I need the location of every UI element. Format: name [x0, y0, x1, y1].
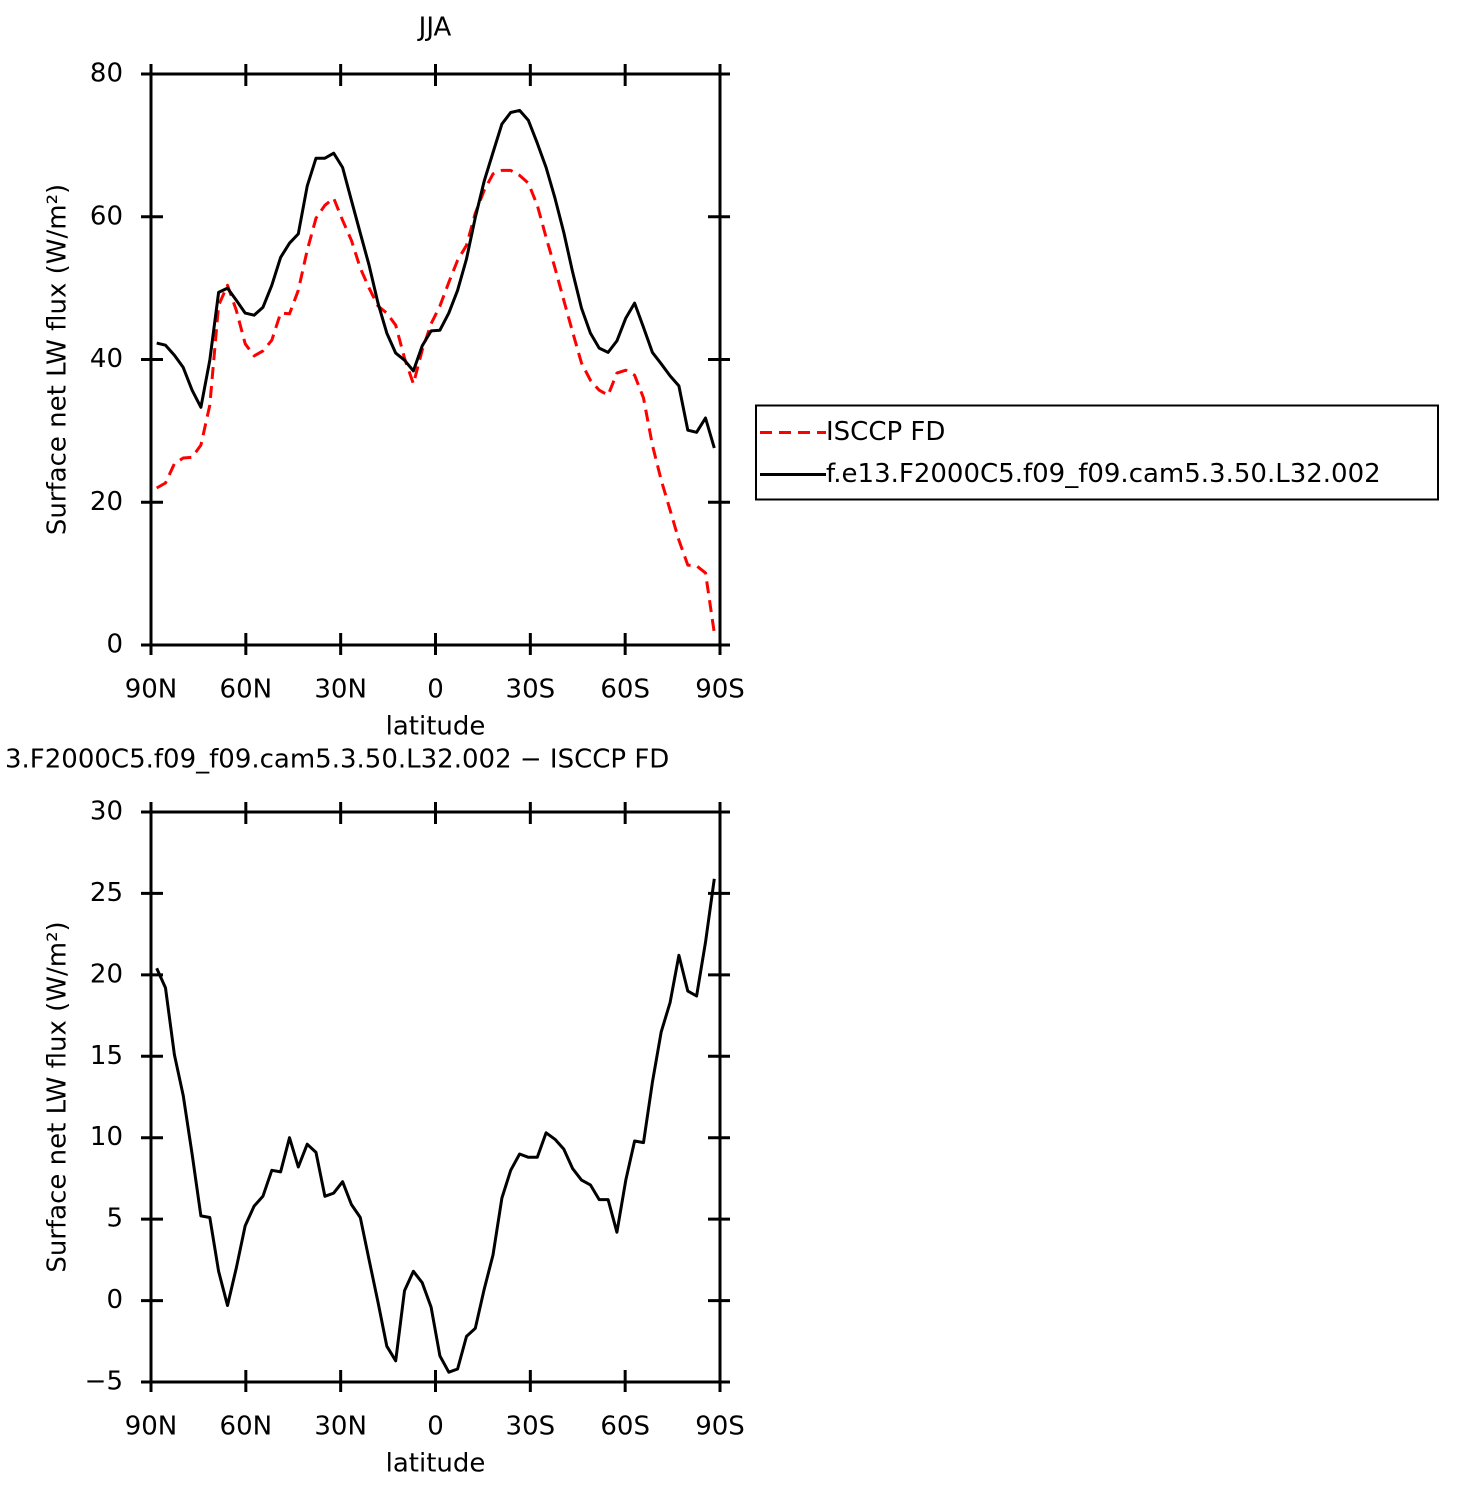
y-tick-label: 15	[90, 1041, 123, 1071]
y-tick-label: 60	[90, 201, 123, 231]
y-tick-label: 20	[90, 487, 123, 517]
x-tick-label: 60N	[220, 675, 273, 705]
x-tick-label: 90N	[125, 1412, 178, 1442]
plot-frame	[149, 72, 722, 647]
y-tick-label: 0	[106, 1285, 123, 1315]
x-tick-label: 30N	[314, 1412, 367, 1442]
y-tick-label: −5	[85, 1367, 123, 1397]
legend-label: f.e13.F2000C5.f09_f09.cam5.3.50.L32.002	[826, 459, 1381, 489]
y-tick-label: 30	[90, 797, 123, 827]
data-line	[156, 108, 716, 449]
data-line	[155, 168, 716, 634]
plot-frame	[149, 810, 722, 1384]
x-tick-label: 0	[427, 1412, 444, 1442]
x-tick-label: 30N	[314, 675, 367, 705]
y-tick-label: 0	[106, 630, 123, 660]
legend-label: ISCCP FD	[826, 417, 945, 447]
y-tick-label: 25	[90, 878, 123, 908]
x-tick-label: 60S	[600, 675, 650, 705]
y-axis-label: Surface net LW flux (W/m²)	[43, 921, 73, 1272]
chart-title: JJA	[417, 13, 452, 43]
y-axis-label: Surface net LW flux (W/m²)	[43, 184, 73, 535]
y-tick-label: 20	[90, 959, 123, 989]
chart-title: 3.F2000C5.f09_f09.cam5.3.50.L32.002 − IS…	[5, 745, 669, 775]
y-tick-label: 40	[90, 344, 123, 374]
x-tick-label: 90S	[695, 675, 745, 705]
data-line	[155, 878, 716, 1374]
x-tick-label: 0	[427, 675, 444, 705]
y-tick-label: 5	[106, 1204, 123, 1234]
x-tick-label: 30S	[506, 675, 556, 705]
x-tick-label: 30S	[506, 1412, 556, 1442]
x-tick-label: 90N	[125, 675, 178, 705]
x-axis-label: latitude	[386, 1449, 486, 1479]
x-axis-label: latitude	[386, 712, 486, 742]
y-tick-label: 10	[90, 1122, 123, 1152]
y-tick-label: 80	[90, 59, 123, 89]
x-tick-label: 90S	[695, 1412, 745, 1442]
legend-box	[755, 404, 1439, 501]
x-tick-label: 60S	[600, 1412, 650, 1442]
x-tick-label: 60N	[220, 1412, 273, 1442]
